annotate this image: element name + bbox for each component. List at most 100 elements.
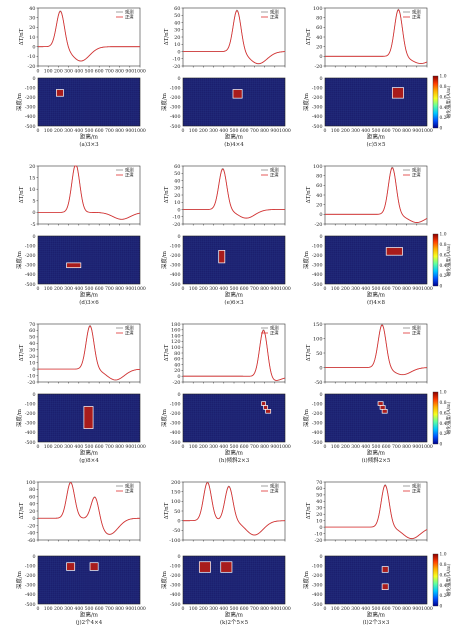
curve-ytick-label: 40 (174, 362, 180, 368)
model-ytick-label: -400 (25, 114, 36, 120)
model-ytick-label: 0 (177, 76, 180, 82)
colorbar-label: 磁化强度/(A/m) (445, 243, 452, 276)
model-ytick-label: -200 (170, 253, 181, 259)
model-xtick-label: 600 (95, 444, 104, 450)
forward-curve (38, 11, 140, 62)
model-xtick-label: 400 (361, 286, 370, 292)
colorbar-label: 磁化强度/(A/m) (445, 85, 452, 118)
model-xlabel: 距离/m (225, 291, 244, 299)
model-xtick-label: 700 (250, 606, 259, 612)
colorbar (432, 233, 439, 287)
forward-curve (325, 167, 428, 223)
curve-ylabel: ΔT/nT (306, 28, 312, 45)
model-xlabel: 距离/m (80, 611, 99, 619)
panel-caption: (a)3×3 (79, 141, 99, 148)
curve-ytick-label: 10 (174, 200, 180, 206)
model-ytick-label: -300 (312, 105, 323, 111)
colorbar-tick-label: 0.2 (440, 274, 447, 279)
model-xtick-label: 0 (37, 286, 40, 292)
curve-ytick-label: -20 (314, 64, 322, 70)
curve-ytick-label: 15 (29, 175, 35, 181)
curve-ytick-label: 20 (316, 512, 322, 518)
anomaly-block (66, 262, 82, 269)
model-ylabel: 深度/m (15, 408, 23, 427)
curve-xtick-label: 900 (125, 69, 134, 75)
model-xtick-label: 200 (341, 286, 350, 292)
model-xtick-label: 500 (85, 128, 94, 134)
model-xtick-label: 400 (361, 606, 370, 612)
curve-ytick-label: 160 (171, 328, 181, 334)
colorbar-tick-label: 1.0 (440, 233, 447, 238)
model-xlabel: 距离/m (367, 611, 386, 619)
model-ytick-label: 0 (32, 554, 35, 560)
model-xlabel: 距离/m (225, 449, 244, 457)
model-xtick-label: 200 (199, 606, 208, 612)
model-ytick-label: -500 (170, 602, 181, 608)
panel-(e)6×3: -20-100102030405060ΔT/nT观测正演0-100-200-30… (160, 164, 291, 306)
anomaly-block (89, 562, 99, 571)
colorbar-tick-label: 1.0 (440, 391, 447, 396)
model-ytick-label: -300 (170, 421, 181, 427)
curve-ytick-label: 60 (29, 494, 35, 500)
forward-curve (183, 482, 286, 536)
curve-axes (324, 481, 428, 541)
model-ytick-label: -200 (312, 411, 323, 417)
model-ytick-label: -500 (312, 440, 323, 446)
model-ylabel: 深度/m (302, 408, 310, 427)
model-xtick-label: 200 (199, 444, 208, 450)
curve-ytick-label: 80 (316, 173, 322, 179)
model-ytick-label: -400 (25, 272, 36, 278)
colorbar-tick-label: 1.0 (440, 553, 447, 558)
model-ytick-label: -400 (312, 430, 323, 436)
model-xtick-label: 400 (74, 128, 83, 134)
model-ytick-label: -500 (170, 440, 181, 446)
model-ylabel: 深度/m (302, 92, 310, 111)
colorbar-tick-label: 0.2 (440, 594, 447, 599)
panel-(k)2个5×5: -100-50050100150200ΔT/nT观测正演0-100-200-30… (160, 480, 291, 626)
colorbar (432, 75, 439, 129)
model-xtick-label: 100 (44, 286, 53, 292)
model-ytick-label: -500 (312, 602, 323, 608)
model-xlabel: 距离/m (80, 291, 99, 299)
model-xtick-label: 500 (85, 606, 94, 612)
model-xtick-label: 900 (412, 286, 421, 292)
curve-ytick-label: 5 (32, 199, 35, 205)
model-xtick-label: 1000 (134, 606, 146, 612)
panel-caption: (c)5×5 (367, 141, 386, 148)
model-xtick-label: 300 (351, 444, 360, 450)
curve-ytick-label: -20 (314, 538, 322, 544)
legend-observed-label: 观测 (270, 167, 279, 174)
model-xtick-label: 500 (85, 444, 94, 450)
curve-ytick-label: 60 (174, 6, 180, 12)
legend-forward-label: 正演 (125, 330, 134, 337)
panel-(i)倾斜2×5: -50050100150ΔT/nT观测正演0-100-200-300-400-5… (302, 322, 452, 464)
legend-observed-label: 观测 (125, 483, 134, 490)
model-xtick-label: 0 (37, 444, 40, 450)
curve-ytick-label: -20 (172, 64, 180, 70)
model-ytick-label: -200 (170, 573, 181, 579)
curve-ylabel: ΔT/nT (19, 186, 25, 203)
model-ytick-label: -100 (25, 243, 36, 249)
curve-ytick-label: -5 (31, 222, 36, 228)
model-xtick-label: 800 (115, 128, 124, 134)
model-xtick-label: 600 (382, 128, 391, 134)
curve-ytick-label: 40 (174, 178, 180, 184)
curve-ytick-label: -20 (172, 222, 180, 228)
model-xtick-label: 0 (324, 128, 327, 134)
model-xlabel: 距离/m (80, 133, 99, 141)
model-xtick-label: 400 (361, 444, 370, 450)
model-ytick-label: -400 (170, 114, 181, 120)
curve-ylabel: ΔT/nT (164, 186, 170, 203)
model-xtick-label: 100 (331, 606, 340, 612)
curve-ytick-label: -40 (27, 531, 35, 537)
forward-curve (325, 484, 428, 539)
curve-ytick-label: 0 (177, 207, 180, 213)
model-xtick-label: 900 (270, 606, 279, 612)
model-xtick-label: 100 (44, 128, 53, 134)
model-ytick-label: -100 (170, 563, 181, 569)
model-ytick-label: -500 (25, 282, 36, 288)
curve-ytick-label: 50 (316, 351, 322, 357)
curve-ytick-label: 20 (174, 368, 180, 374)
